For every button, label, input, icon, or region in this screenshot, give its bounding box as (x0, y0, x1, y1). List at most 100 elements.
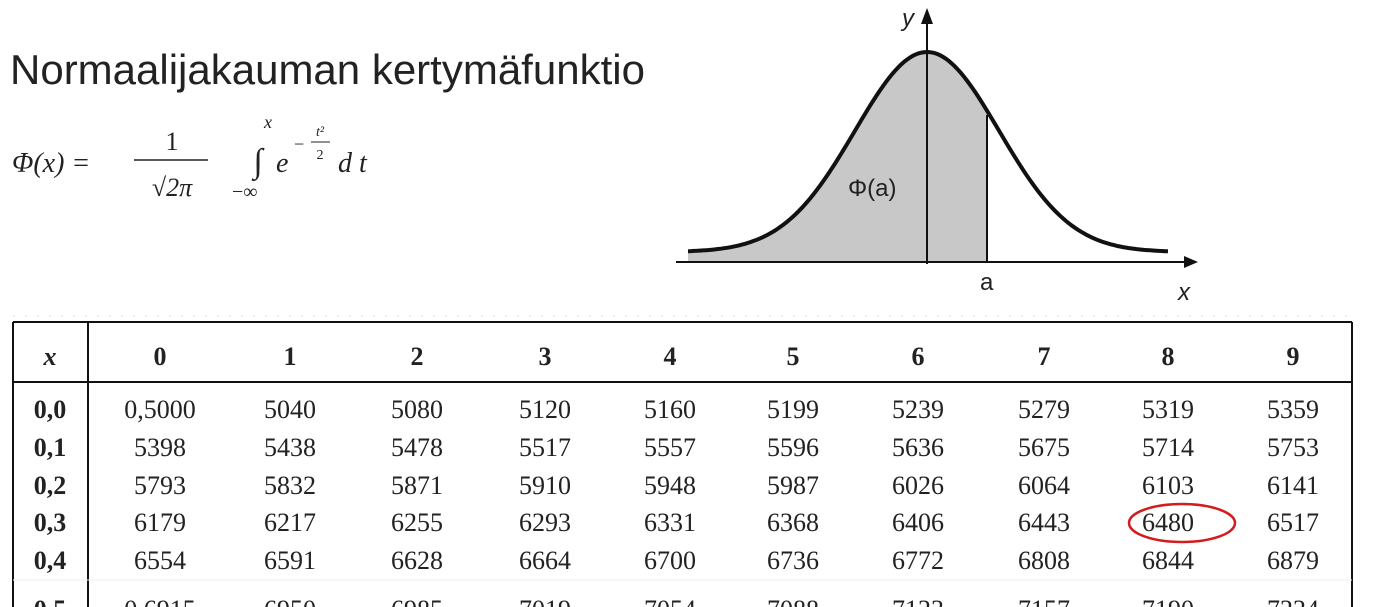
y-label: y (900, 5, 916, 32)
formula-base: e (276, 148, 288, 179)
cell: 5714 (1142, 433, 1194, 462)
cell: 6064 (1018, 471, 1070, 500)
header-cell: 2 (411, 342, 424, 371)
header-cell: 3 (539, 342, 552, 371)
cell: 6772 (892, 546, 944, 575)
formula-exp-num: t² (316, 125, 325, 140)
cell: 5675 (1018, 433, 1070, 462)
cell: 6879 (1267, 546, 1319, 575)
cell: 6480 (1142, 508, 1194, 537)
cell: 6368 (767, 508, 819, 537)
cell: 5160 (644, 395, 696, 424)
row-label: 0,3 (34, 508, 67, 537)
x-arrow (1184, 256, 1198, 268)
cell: 5557 (644, 433, 696, 462)
cell: 7190 (1142, 595, 1194, 607)
area-label: Φ(a) (848, 175, 896, 202)
a-label: a (980, 269, 994, 296)
cell: 5793 (134, 471, 186, 500)
header-cell: 8 (1162, 342, 1175, 371)
header-cell: 4 (664, 342, 677, 371)
row-label: 0,1 (34, 433, 67, 462)
cell: 5478 (391, 433, 443, 462)
cell: 6950 (264, 595, 316, 607)
cell: 5199 (767, 395, 819, 424)
cell: 5080 (391, 395, 443, 424)
cell: 7054 (644, 595, 696, 607)
cell: 6554 (134, 546, 186, 575)
cell: 5753 (1267, 433, 1319, 462)
y-arrow (921, 8, 933, 24)
cell: 0,5000 (124, 395, 196, 424)
cell: 6844 (1142, 546, 1194, 575)
header-cell: 1 (284, 342, 297, 371)
cell: 6293 (519, 508, 571, 537)
cell: 7088 (767, 595, 819, 607)
header-cell: x (43, 342, 57, 371)
cell: 6179 (134, 508, 186, 537)
cell: 7123 (892, 595, 944, 607)
cell: 6103 (1142, 471, 1194, 500)
cell: 5948 (644, 471, 696, 500)
integral-sign: ∫ (251, 143, 265, 182)
cell: 6406 (892, 508, 944, 537)
formula-lower: −∞ (232, 181, 258, 203)
x-label: x (1177, 279, 1191, 306)
header-cell: 9 (1287, 342, 1300, 371)
cell: 6443 (1018, 508, 1070, 537)
cell: 6591 (264, 546, 316, 575)
cell: 6331 (644, 508, 696, 537)
cell: 7019 (519, 595, 571, 607)
cell: 7157 (1018, 595, 1070, 607)
table: x 0 1 2 3 4 5 6 7 8 9 0,0 0,5000 5040 5080 5120 5160 5199… (12, 321, 1353, 607)
diagram: y x a Φ(a) (676, 5, 1198, 306)
shaded-area (688, 52, 987, 262)
cell: 6217 (264, 508, 316, 537)
formula-exp-sign: − (294, 134, 304, 154)
cell: 6517 (1267, 508, 1319, 537)
cell: 6628 (391, 546, 443, 575)
cell: 5398 (134, 433, 186, 462)
header-cell: 5 (787, 342, 800, 371)
formula-exp-den: 2 (317, 148, 324, 163)
cell: 6985 (391, 595, 443, 607)
cell: 6141 (1267, 471, 1319, 500)
cell: 5636 (892, 433, 944, 462)
formula: Φ(x) = 1 √2π x ∫ −∞ e − t² 2 d t (12, 112, 368, 203)
formula-numerator: 1 (166, 127, 179, 156)
row-label: 0,4 (34, 546, 67, 575)
cell: 6700 (644, 546, 696, 575)
cell: 5832 (264, 471, 316, 500)
cell: 5279 (1018, 395, 1070, 424)
cell: 6255 (391, 508, 443, 537)
header-cell: 7 (1038, 342, 1051, 371)
cell: 5120 (519, 395, 571, 424)
cell: 5987 (767, 471, 819, 500)
cell: 5438 (264, 433, 316, 462)
header-cell: 0 (154, 342, 167, 371)
cell: 5596 (767, 433, 819, 462)
row-label: 0,0 (34, 395, 67, 424)
cell: 5239 (892, 395, 944, 424)
cell: 7224 (1267, 595, 1319, 607)
title: Normaalijakauman kertymäfunktio (10, 46, 645, 93)
formula-denominator: √2π (152, 173, 193, 202)
cell: 6736 (767, 546, 819, 575)
cell: 5871 (391, 471, 443, 500)
cell: 5910 (519, 471, 571, 500)
cell: 0,6915 (124, 595, 196, 607)
row-label: 0,5 (34, 595, 67, 607)
formula-upper: x (263, 112, 272, 132)
header-cell: 6 (912, 342, 925, 371)
cell: 6808 (1018, 546, 1070, 575)
cell: 6664 (519, 546, 571, 575)
cell: 5040 (264, 395, 316, 424)
cell: 5517 (519, 433, 571, 462)
cell: 6026 (892, 471, 944, 500)
formula-differential: d t (338, 148, 368, 179)
formula-lhs: Φ(x) = (12, 148, 90, 179)
row-label: 0,2 (34, 471, 67, 500)
cell: 5319 (1142, 395, 1194, 424)
